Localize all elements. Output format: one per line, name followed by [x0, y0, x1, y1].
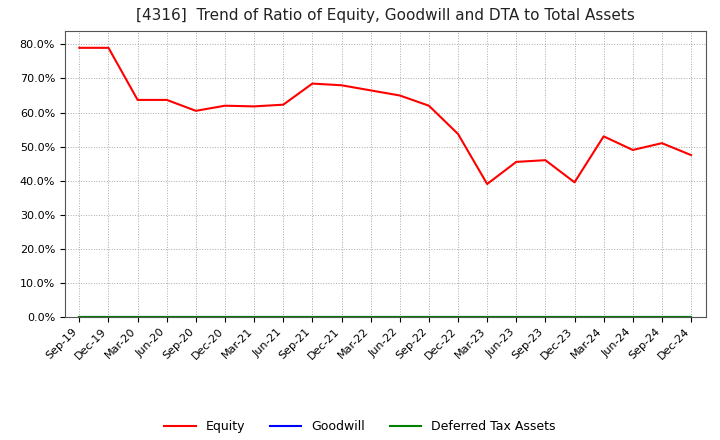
Goodwill	[425, 314, 433, 319]
Equity	[687, 152, 696, 158]
Goodwill	[687, 314, 696, 319]
Equity	[657, 140, 666, 146]
Deferred Tax Assets	[454, 314, 462, 319]
Title: [4316]  Trend of Ratio of Equity, Goodwill and DTA to Total Assets: [4316] Trend of Ratio of Equity, Goodwil…	[136, 7, 634, 23]
Deferred Tax Assets	[657, 314, 666, 319]
Deferred Tax Assets	[192, 314, 200, 319]
Deferred Tax Assets	[337, 314, 346, 319]
Equity	[163, 97, 171, 103]
Deferred Tax Assets	[425, 314, 433, 319]
Goodwill	[599, 314, 608, 319]
Equity	[599, 134, 608, 139]
Deferred Tax Assets	[512, 314, 521, 319]
Deferred Tax Assets	[104, 314, 113, 319]
Goodwill	[657, 314, 666, 319]
Equity	[75, 45, 84, 51]
Goodwill	[133, 314, 142, 319]
Goodwill	[192, 314, 200, 319]
Goodwill	[512, 314, 521, 319]
Equity	[250, 104, 258, 109]
Goodwill	[395, 314, 404, 319]
Deferred Tax Assets	[541, 314, 550, 319]
Legend: Equity, Goodwill, Deferred Tax Assets: Equity, Goodwill, Deferred Tax Assets	[159, 415, 561, 438]
Goodwill	[220, 314, 229, 319]
Deferred Tax Assets	[687, 314, 696, 319]
Deferred Tax Assets	[279, 314, 287, 319]
Deferred Tax Assets	[599, 314, 608, 319]
Goodwill	[279, 314, 287, 319]
Goodwill	[250, 314, 258, 319]
Equity	[570, 180, 579, 185]
Equity	[133, 97, 142, 103]
Goodwill	[308, 314, 317, 319]
Equity	[629, 147, 637, 153]
Deferred Tax Assets	[133, 314, 142, 319]
Deferred Tax Assets	[395, 314, 404, 319]
Deferred Tax Assets	[308, 314, 317, 319]
Equity	[366, 88, 375, 93]
Equity	[104, 45, 113, 51]
Deferred Tax Assets	[570, 314, 579, 319]
Goodwill	[629, 314, 637, 319]
Line: Equity: Equity	[79, 48, 691, 184]
Goodwill	[541, 314, 550, 319]
Equity	[454, 131, 462, 136]
Equity	[483, 181, 492, 187]
Deferred Tax Assets	[483, 314, 492, 319]
Equity	[337, 83, 346, 88]
Deferred Tax Assets	[220, 314, 229, 319]
Deferred Tax Assets	[366, 314, 375, 319]
Goodwill	[104, 314, 113, 319]
Goodwill	[366, 314, 375, 319]
Goodwill	[483, 314, 492, 319]
Goodwill	[337, 314, 346, 319]
Goodwill	[570, 314, 579, 319]
Goodwill	[454, 314, 462, 319]
Equity	[308, 81, 317, 86]
Deferred Tax Assets	[163, 314, 171, 319]
Deferred Tax Assets	[75, 314, 84, 319]
Equity	[512, 159, 521, 165]
Equity	[220, 103, 229, 108]
Goodwill	[163, 314, 171, 319]
Equity	[425, 103, 433, 108]
Goodwill	[75, 314, 84, 319]
Equity	[192, 108, 200, 114]
Deferred Tax Assets	[629, 314, 637, 319]
Equity	[541, 158, 550, 163]
Equity	[279, 102, 287, 107]
Deferred Tax Assets	[250, 314, 258, 319]
Equity	[395, 93, 404, 98]
